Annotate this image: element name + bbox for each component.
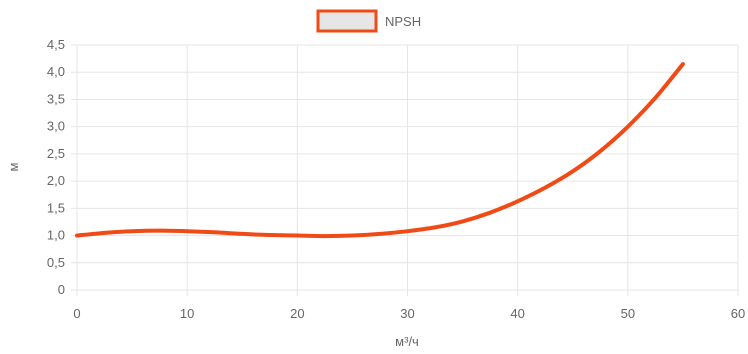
y-tick-label: 0 bbox=[58, 282, 65, 297]
x-tick-labels: 0 10 20 30 40 50 60 bbox=[73, 306, 745, 321]
y-tick-label: 1,5 bbox=[47, 200, 65, 215]
y-tick-label: 1,0 bbox=[47, 228, 65, 243]
x-tick-label: 0 bbox=[73, 306, 80, 321]
x-axis-title: м³/ч bbox=[395, 334, 419, 349]
x-tick-label: 50 bbox=[621, 306, 635, 321]
x-tick-label: 60 bbox=[731, 306, 745, 321]
legend[interactable]: NPSH bbox=[316, 9, 421, 33]
y-tick-label: 0,5 bbox=[47, 255, 65, 270]
series-layer bbox=[75, 62, 685, 239]
grid-lines bbox=[71, 44, 739, 296]
npsh-series-line[interactable] bbox=[75, 62, 685, 239]
x-tick-label: 30 bbox=[400, 306, 414, 321]
x-tick-label: 10 bbox=[180, 306, 194, 321]
y-tick-label: 2,5 bbox=[47, 146, 65, 161]
x-tick-label: 40 bbox=[510, 306, 524, 321]
y-axis-title: м bbox=[6, 162, 21, 171]
y-tick-label: 3,0 bbox=[47, 119, 65, 134]
y-tick-label: 3,5 bbox=[47, 91, 65, 106]
y-tick-label: 4,5 bbox=[47, 37, 65, 52]
y-tick-labels: 0 0,5 1,0 1,5 2,0 2,5 3,0 3,5 4,0 4,5 bbox=[47, 37, 65, 297]
y-tick-label: 2,0 bbox=[47, 173, 65, 188]
x-tick-label: 20 bbox=[290, 306, 304, 321]
legend-swatch[interactable] bbox=[316, 9, 378, 33]
legend-label[interactable]: NPSH bbox=[385, 14, 421, 29]
y-tick-label: 4,0 bbox=[47, 64, 65, 79]
